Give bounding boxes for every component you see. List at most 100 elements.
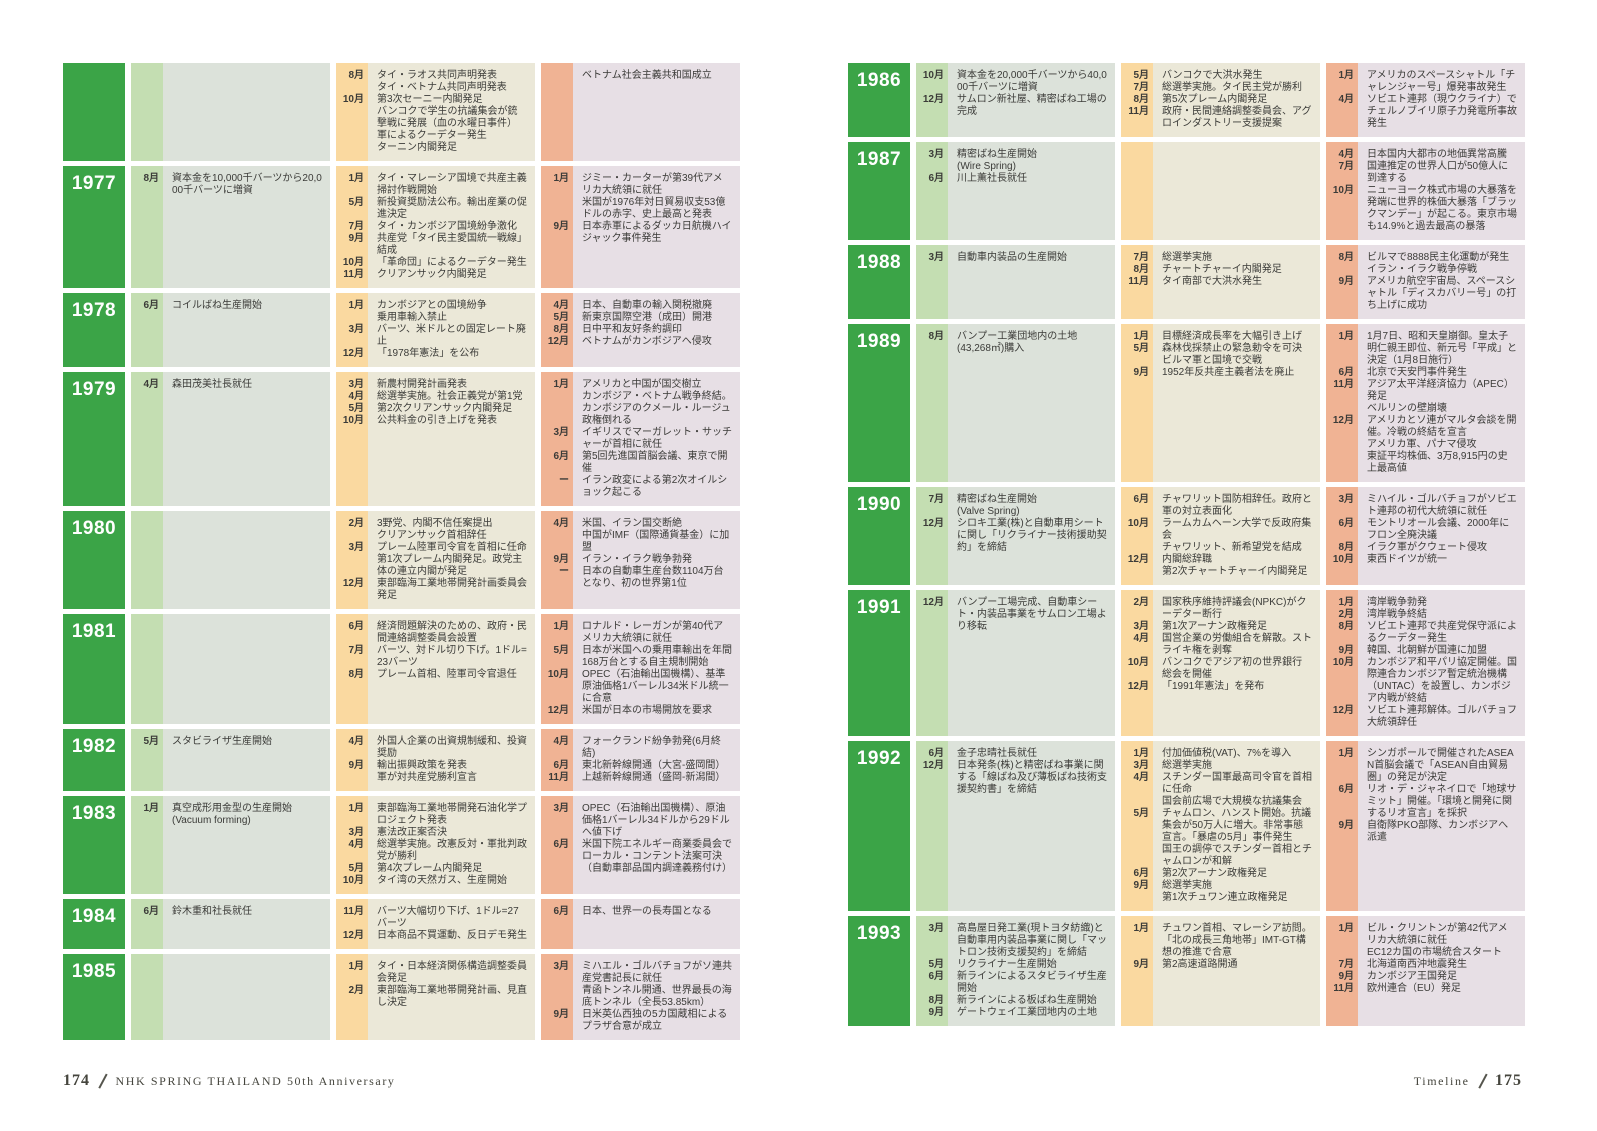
company-events-cell: 8月 資本金を10,000千バーツから20,000千バーツに増資 xyxy=(131,166,330,288)
event-text: アメリカと中国が国交樹立 xyxy=(582,379,702,390)
event-text: チャワリット、新希望党を結成 xyxy=(1162,542,1302,553)
event-month-label: 10月 xyxy=(342,875,364,886)
event-month-label: 9月 xyxy=(348,760,364,771)
event-text: 日本赤軍によるダッカ日航機ハイジャック事件発生 xyxy=(582,221,732,244)
event-text: 新農村開発計画発表 xyxy=(377,379,467,390)
event-text: イラン・イラク戦争勃発 xyxy=(582,554,692,565)
event-month-label: 10月 xyxy=(1127,657,1149,668)
event-text: 内閣総辞職 xyxy=(1162,554,1212,565)
event-entry: 乗用車輸入禁止 xyxy=(336,312,535,324)
event-entry: 10月 カンボジア和平パリ協定開催。国際連合カンボジア暫定統治機構（UNTAC）を… xyxy=(1326,657,1525,705)
event-text: 新ラインによるスタビライザ生産開始 xyxy=(957,971,1107,994)
event-month-label: 6月 xyxy=(348,621,364,632)
event-text: バーツ、米ドルとの固定レート廃止 xyxy=(377,324,526,347)
event-text: 米国、イラン国交断絶 xyxy=(582,518,682,529)
event-entry: 5月 バンコクで大洪水発生 xyxy=(1121,70,1320,82)
thailand-events-cell: 4月 外国人企業の出資規制緩和、投資奨励 9月 輸出振興政策を発表 軍が対共産党勝利宣言 xyxy=(336,729,535,791)
event-entry: 第1次チュワン連立政権発足 xyxy=(1121,892,1320,904)
event-entry: 10月 東西ドイツが統一 xyxy=(1326,554,1525,566)
event-text: 第2高速道路開通 xyxy=(1162,959,1238,970)
event-text: 第2次チャートチャーイ内閣発足 xyxy=(1162,566,1308,577)
event-text: チャムロン、ハンスト開始。抗議集会が50万人に増大。非常事態宣言。「暴虐の5月」… xyxy=(1162,808,1312,843)
event-text: 鈴木重和社長就任 xyxy=(172,906,252,917)
event-month-label: 5月 xyxy=(1133,343,1149,354)
event-entry: 6月 日本、世界一の長寿国となる xyxy=(541,906,740,918)
event-month-label: 4月 xyxy=(1338,94,1354,105)
timeline-row: 1977 8月 資本金を10,000千バーツから20,000千バーツに増資 1月 タイ・… xyxy=(63,166,740,288)
event-entry: 12月 ベトナムがカンボジアへ侵攻 xyxy=(541,336,740,348)
event-text: ビルマ軍と国境で交戦 xyxy=(1162,355,1262,366)
event-entry: 4月 総選挙実施。社会正義党が第1党 xyxy=(336,391,535,403)
event-month-label: 10月 xyxy=(1332,554,1354,565)
event-entry: 10月 公共料金の引き上げを発表 xyxy=(336,415,535,427)
event-text: (43,268㎡)購入 xyxy=(957,343,1025,354)
event-entry: 12月 「1991年憲法」を発布 xyxy=(1121,681,1320,693)
event-month-label: 4月 xyxy=(553,736,569,747)
event-entry: 1月 シンガポールで開催されたASEAN首脳会議で「ASEAN自由貿易圏」の発足が… xyxy=(1326,748,1525,784)
event-entry: 3月 精密ばね生産開始 xyxy=(916,149,1115,161)
event-entry: 1月 カンボジアとの国境紛争 xyxy=(336,300,535,312)
event-entry: 12月 東部臨海工業地帯開発計画委員会発足 xyxy=(336,578,535,602)
event-text: アジア太平洋経済協力（APEC）発足 xyxy=(1367,379,1514,402)
event-month-label: 12月 xyxy=(1127,681,1149,692)
event-entry: 5月 日本が米国への乗用車輸出を年間168万台とする自主規制開始 xyxy=(541,645,740,669)
event-text: コイルばね生産開始 xyxy=(172,300,262,311)
event-entry: 米国が1976年対日貿易収支53億ドルの赤字、史上最高と発表 xyxy=(541,197,740,221)
event-month-label: 12月 xyxy=(342,930,364,941)
event-text: 第1次チュワン連立政権発足 xyxy=(1162,892,1288,903)
event-month-label: 3月 xyxy=(1338,494,1354,505)
event-text: 日本、世界一の長寿国となる xyxy=(582,906,712,917)
event-text: ベルリンの壁崩壊 xyxy=(1367,403,1447,414)
event-text: 中国がIMF（国際通貨基金）に加盟 xyxy=(582,530,730,553)
event-month-label: 5月 xyxy=(348,863,364,874)
event-month-label: 1月 xyxy=(553,173,569,184)
event-text: 目標経済成長率を大幅引き上げ xyxy=(1162,331,1302,342)
event-month-label: 3月 xyxy=(553,961,569,972)
event-text: 新投資奨励法公布。輸出産業の促進決定 xyxy=(377,197,527,220)
world-events-cell: 3月 ミハイル・ゴルバチョフがソビエト連邦の初代大統領に就任 6月 モントリオール会議… xyxy=(1326,487,1525,585)
event-entry: 11月 上越新幹線開通（盛岡-新潟間） xyxy=(541,772,740,784)
timeline-table-right: 1986 10月 資本金を20,000千バーツから40,000千バーツに増資 12月 サ… xyxy=(848,63,1525,1026)
event-text: 東北新幹線開通（大宮-盛岡間） xyxy=(582,760,726,771)
event-month-label: 3月 xyxy=(348,542,364,553)
event-month-label: 3月 xyxy=(348,827,364,838)
event-text: イラン政変による第2次オイルショック起こる xyxy=(582,475,728,498)
event-entry: 4月 国営企業の労働組合を解散。ストライキ権を剥奪 xyxy=(1121,633,1320,657)
event-month-label: 11月 xyxy=(1128,106,1149,117)
event-month-label: 11月 xyxy=(1333,983,1354,994)
event-month-label: 11月 xyxy=(1128,276,1149,287)
company-events-cell: 3月 自動車内装品の生産開始 xyxy=(916,245,1115,319)
world-events-cell: 8月 ビルマで8888民主化運動が発生 イラン・イラク戦争停戦 9月 アメリカ航空宇宙局… xyxy=(1326,245,1525,319)
company-events-cell: 10月 資本金を20,000千バーツから40,000千バーツに増資 12月 サムロン新… xyxy=(916,63,1115,137)
company-events-cell: 12月 バンプー工場完成、自動車シート・内装品事業をサムロン工場より移転 xyxy=(916,590,1115,736)
company-events-cell xyxy=(131,614,330,724)
event-text: スチンダー国軍最高司令官を首相に任命 xyxy=(1162,772,1312,795)
event-text: ターニン内閣発足 xyxy=(377,142,457,153)
event-entry: ベルリンの壁崩壊 xyxy=(1326,403,1525,415)
event-month-label: 9月 xyxy=(1338,645,1354,656)
event-entry: 1月 チュワン首相、マレーシア訪問。「北の成長三角地帯」IMT-GT構想の推進で合… xyxy=(1121,923,1320,959)
event-month-label: 1月 xyxy=(553,379,569,390)
event-text: ジミー・カーターが第39代アメリカ大統領に就任 xyxy=(582,173,723,196)
event-month-label: 6月 xyxy=(553,906,569,917)
company-events-cell: 6月 金子忠晴社長就任 12月 日本発条(株)と精密ばね事業に関する「線ばね及び薄板ば… xyxy=(916,741,1115,911)
event-entry: ー イラン政変による第2次オイルショック起こる xyxy=(541,475,740,499)
event-text: 湾岸戦争終結 xyxy=(1367,609,1427,620)
timeline-row: 1986 10月 資本金を20,000千バーツから40,000千バーツに増資 12月 サ… xyxy=(848,63,1525,137)
event-month-label: 1月 xyxy=(348,173,364,184)
world-events-cell: 4月 フォークランド紛争勃発(6月終結) 6月 東北新幹線開通（大宮-盛岡間） 11月 上… xyxy=(541,729,740,791)
event-entry: 10月 「革命団」によるクーデター発生 xyxy=(336,257,535,269)
event-entry: ビルマ軍と国境で交戦 xyxy=(1121,355,1320,367)
world-events-cell: 1月 1月7日、昭和天皇崩御。皇太子明仁親王即位、新元号「平成」と決定（1月8日施… xyxy=(1326,324,1525,482)
event-text: 第2次クリアンサック内閣発足 xyxy=(377,403,513,414)
event-entry: 12月 日本発条(株)と精密ばね事業に関する「線ばね及び薄板ばね技術支援契約書」を… xyxy=(916,760,1115,796)
event-month-label: 7月 xyxy=(928,494,944,505)
event-month-label: 11月 xyxy=(343,269,364,280)
event-entry: 11月 欧州連合（EU）発足 xyxy=(1326,983,1525,995)
event-entry: 9月 日米英仏西独の5カ国蔵相によるプラザ合意が成立 xyxy=(541,1009,740,1033)
event-month-label: 9月 xyxy=(928,1007,944,1018)
event-entry: 1月 ロナルド・レーガンが第40代アメリカ大統領に就任 xyxy=(541,621,740,645)
event-text: 資本金を20,000千バーツから40,000千バーツに増資 xyxy=(957,70,1107,93)
event-text: ソビエト連邦（現ウクライナ）でチェルノブイリ原子力発電所事故発生 xyxy=(1367,94,1517,129)
event-entry: 12月 シロキ工業(株)と自動車用シートに関し「リクライナー技術援助契約」を締結 xyxy=(916,518,1115,554)
